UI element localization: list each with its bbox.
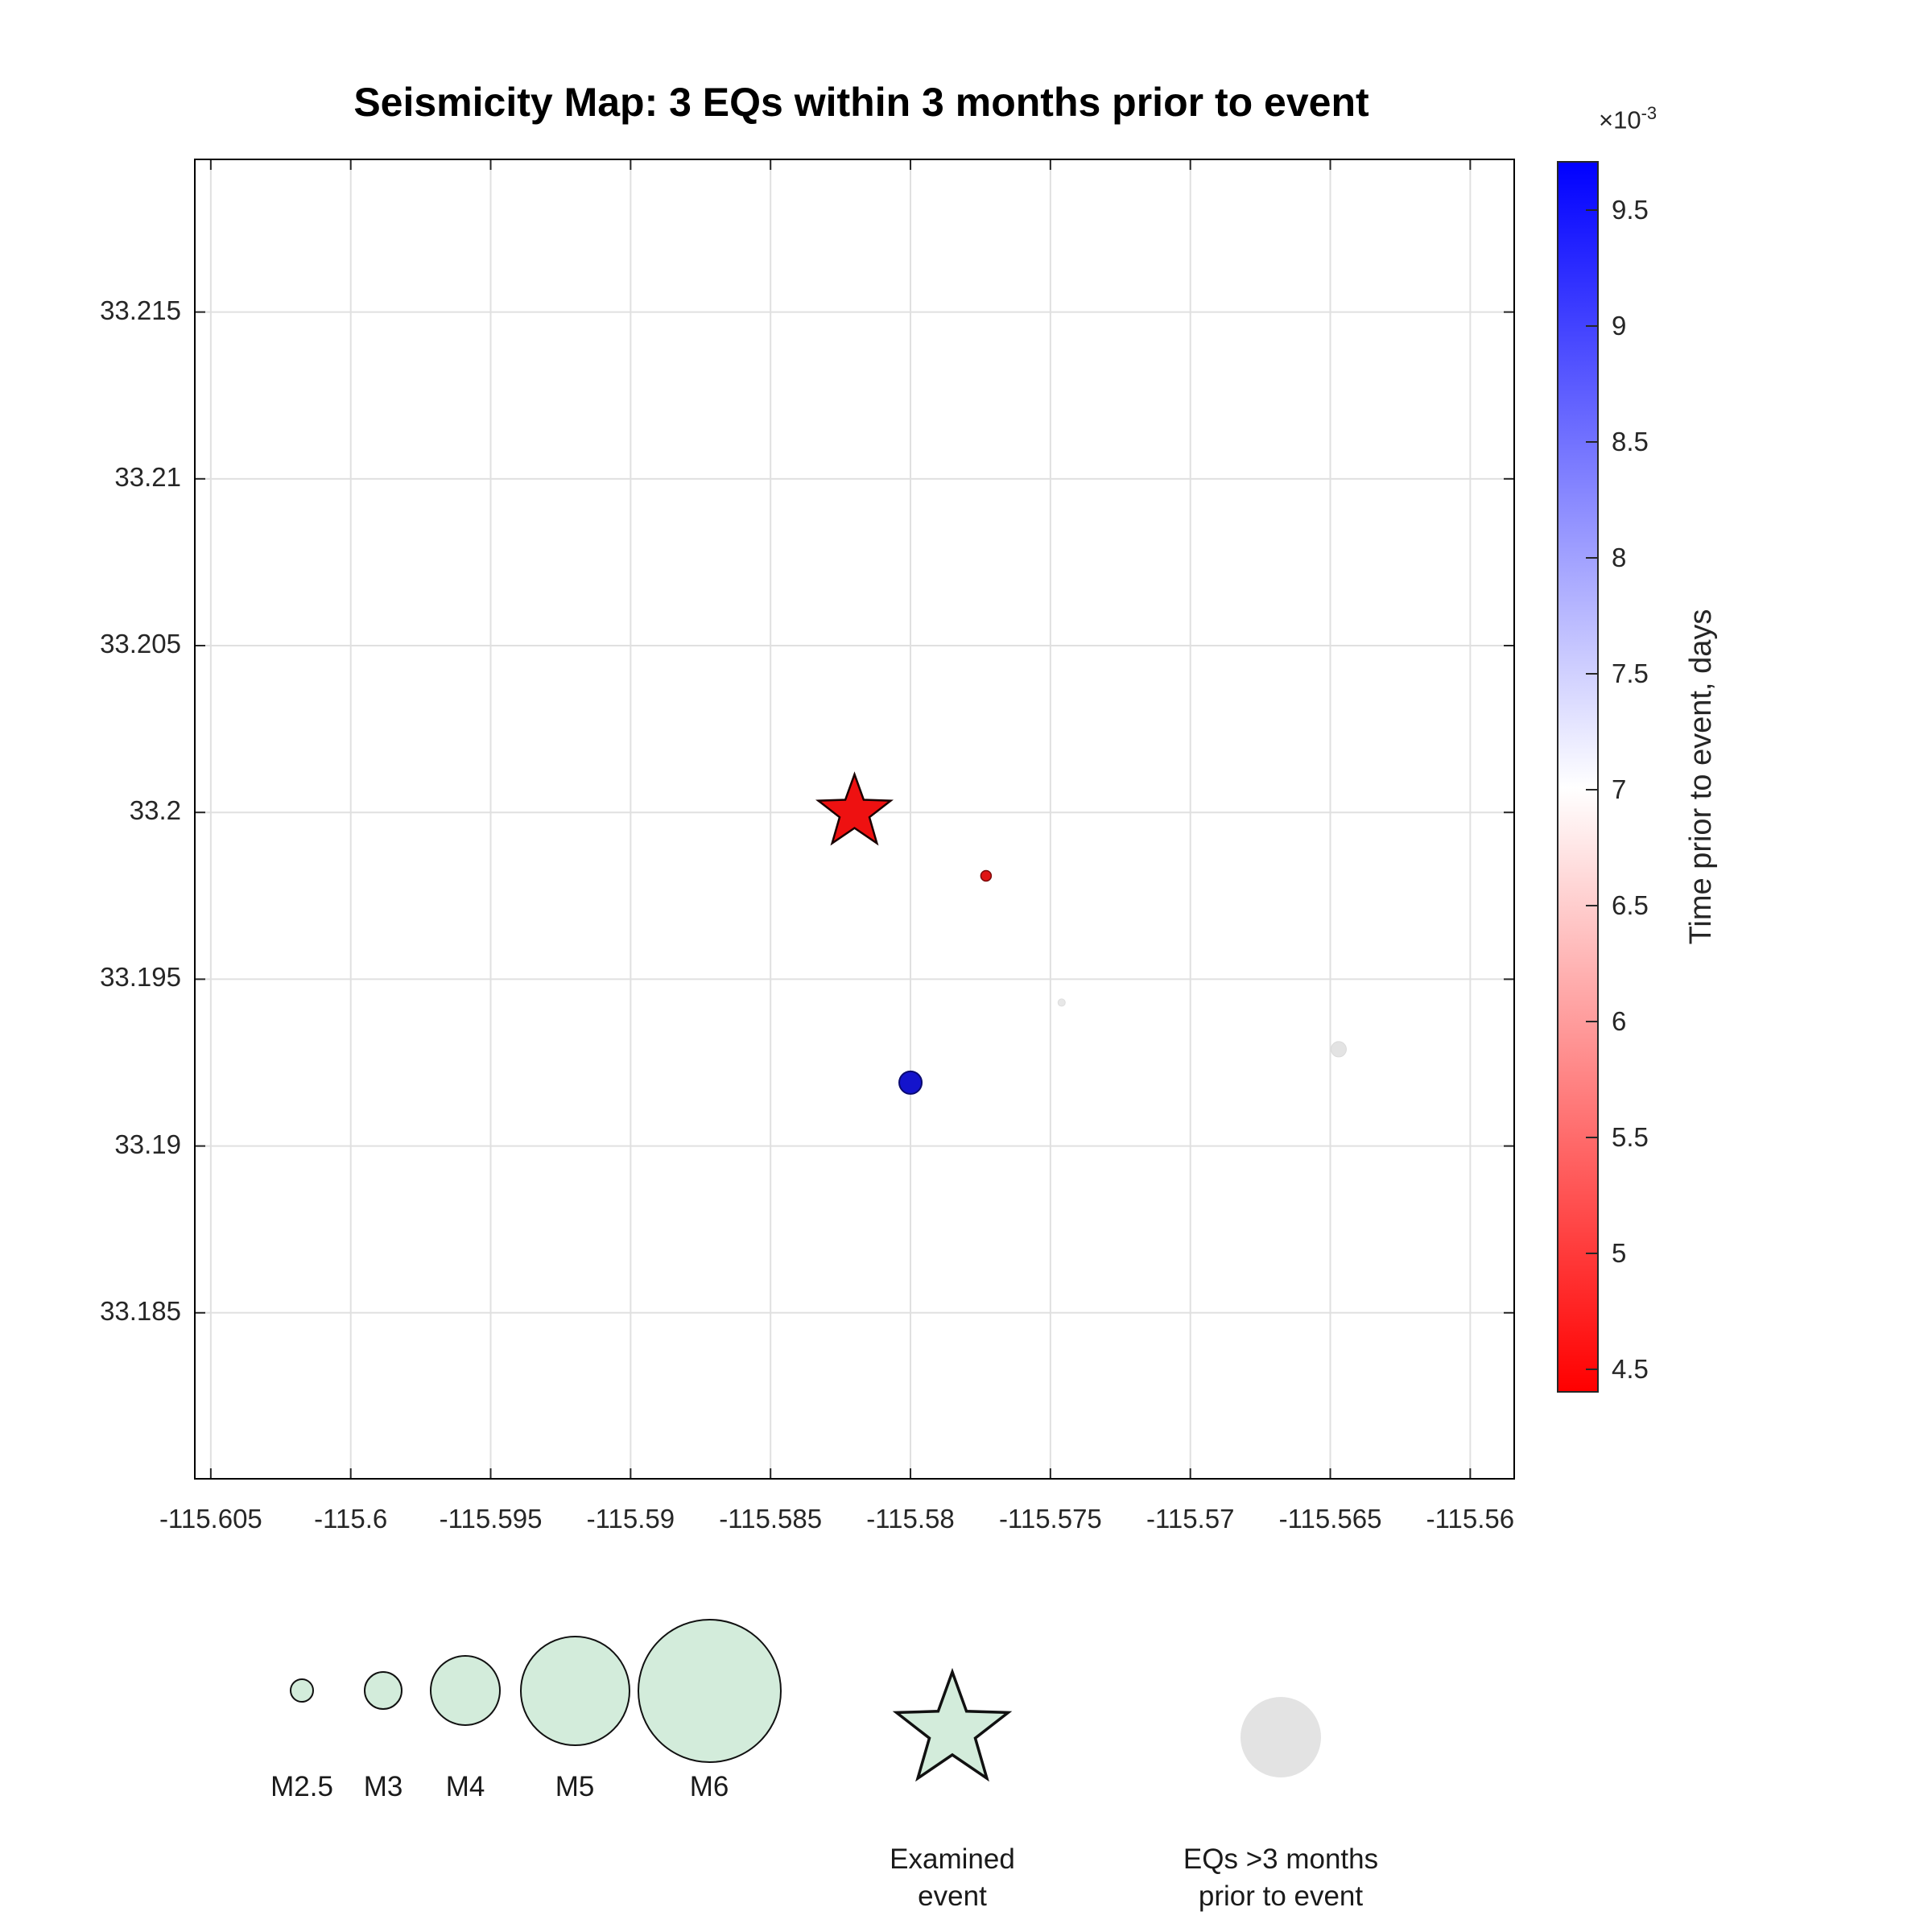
x-axis-tick-label: -115.575 — [998, 1504, 1102, 1534]
plot-border — [194, 159, 1515, 1480]
legend-magnitude-label-m6: M6 — [689, 1771, 729, 1802]
legend-examined-event-label-line1: Examined — [890, 1843, 1015, 1875]
plot-area — [194, 159, 1515, 1480]
y-axis-tick-label: 33.185 — [100, 1295, 181, 1326]
legend-magnitude-circle-icon-m4 — [430, 1655, 501, 1726]
legend-old-eq-circle-icon — [1241, 1697, 1321, 1777]
y-axis-tick-label: 33.21 — [114, 461, 181, 492]
legend-magnitude-circle-icon-m2.5 — [290, 1678, 314, 1703]
colorbar-tick-label: 8.5 — [1612, 426, 1649, 456]
legend-old-eq-label-line2: prior to event — [1198, 1880, 1364, 1912]
colorbar-tick — [1586, 440, 1597, 443]
colorbar-tick — [1586, 1020, 1597, 1022]
y-axis-tick-label: 33.2 — [129, 795, 181, 826]
colorbar-axis-label: Time prior to event, days — [1684, 609, 1718, 945]
data-point-eq-within-3mo-red — [980, 869, 993, 882]
x-axis-tick-label: -115.605 — [159, 1504, 262, 1534]
legend-magnitude-label-m4: M4 — [445, 1771, 485, 1802]
legend-examined-event-label-line2: event — [918, 1880, 987, 1912]
colorbar-tick-label: 9 — [1612, 310, 1627, 341]
colorbar-tick — [1586, 556, 1597, 559]
x-axis-tick-label: -115.595 — [439, 1504, 543, 1534]
y-axis-tick-label: 33.205 — [100, 629, 181, 658]
x-axis-tick-label: -115.57 — [1146, 1504, 1235, 1534]
x-axis-tick-label: -115.59 — [586, 1504, 675, 1534]
legend-old-eq-label-line1: EQs >3 months — [1183, 1843, 1379, 1875]
legend-magnitude-label-m2.5: M2.5 — [270, 1771, 333, 1802]
colorbar-tick — [1586, 1253, 1597, 1255]
colorbar-multiplier-base: ×10 — [1599, 105, 1641, 134]
data-point-examined-event-star — [815, 771, 894, 846]
colorbar-tick — [1586, 904, 1597, 906]
colorbar-tick — [1586, 788, 1597, 791]
x-axis-tick-label: -115.585 — [719, 1504, 823, 1534]
colorbar-tick-label: 4.5 — [1612, 1354, 1649, 1385]
legend-magnitude-circle-icon-m3 — [364, 1671, 402, 1710]
colorbar-tick — [1586, 208, 1597, 211]
colorbar-tick — [1586, 1137, 1597, 1139]
colorbar-multiplier: ×10-3 — [1599, 103, 1657, 134]
legend-examined-event-star-icon — [892, 1667, 1013, 1782]
x-axis-tick-label: -115.56 — [1426, 1504, 1515, 1534]
data-point-eq-within-3mo-blue — [898, 1070, 923, 1095]
colorbar-tick-label: 5 — [1612, 1238, 1627, 1269]
legend-magnitude-circle-icon-m5 — [519, 1635, 630, 1746]
legend-examined-event-label: Examined event — [890, 1841, 1015, 1915]
legend-star-shape — [892, 1667, 1013, 1782]
y-axis-tick-label: 33.195 — [100, 962, 181, 993]
legend-magnitude-label-m5: M5 — [555, 1771, 595, 1802]
legend-old-eq-label: EQs >3 months prior to event — [1183, 1841, 1378, 1915]
colorbar-tick — [1586, 324, 1597, 327]
x-axis-tick-label: -115.565 — [1278, 1504, 1382, 1534]
y-axis-tick-label: 33.19 — [114, 1129, 181, 1159]
colorbar-tick-label: 7.5 — [1612, 658, 1649, 688]
colorbar-tick — [1586, 1368, 1597, 1371]
chart-title: Seismicity Map: 3 EQs within 3 months pr… — [353, 80, 1369, 125]
colorbar-tick-label: 9.5 — [1612, 194, 1649, 225]
colorbar — [1557, 161, 1599, 1393]
colorbar-tick-label: 5.5 — [1612, 1122, 1649, 1153]
colorbar-tick — [1586, 672, 1597, 675]
colorbar-tick-label: 6 — [1612, 1005, 1627, 1036]
x-axis-tick-label: -115.58 — [866, 1504, 955, 1534]
colorbar-tick-label: 7 — [1612, 774, 1627, 804]
legend-magnitude-label-m3: M3 — [363, 1771, 403, 1802]
y-axis-tick-label: 33.215 — [100, 295, 181, 325]
colorbar-tick-label: 6.5 — [1612, 890, 1649, 920]
legend-magnitude-circle-icon-m6 — [637, 1618, 782, 1763]
x-axis-tick-label: -115.6 — [314, 1504, 388, 1534]
data-point-eq-older-3mo-small — [1057, 998, 1066, 1007]
colorbar-multiplier-exponent: -3 — [1641, 103, 1657, 123]
colorbar-tick-label: 8 — [1612, 542, 1627, 572]
data-point-eq-older-3mo — [1330, 1041, 1347, 1058]
